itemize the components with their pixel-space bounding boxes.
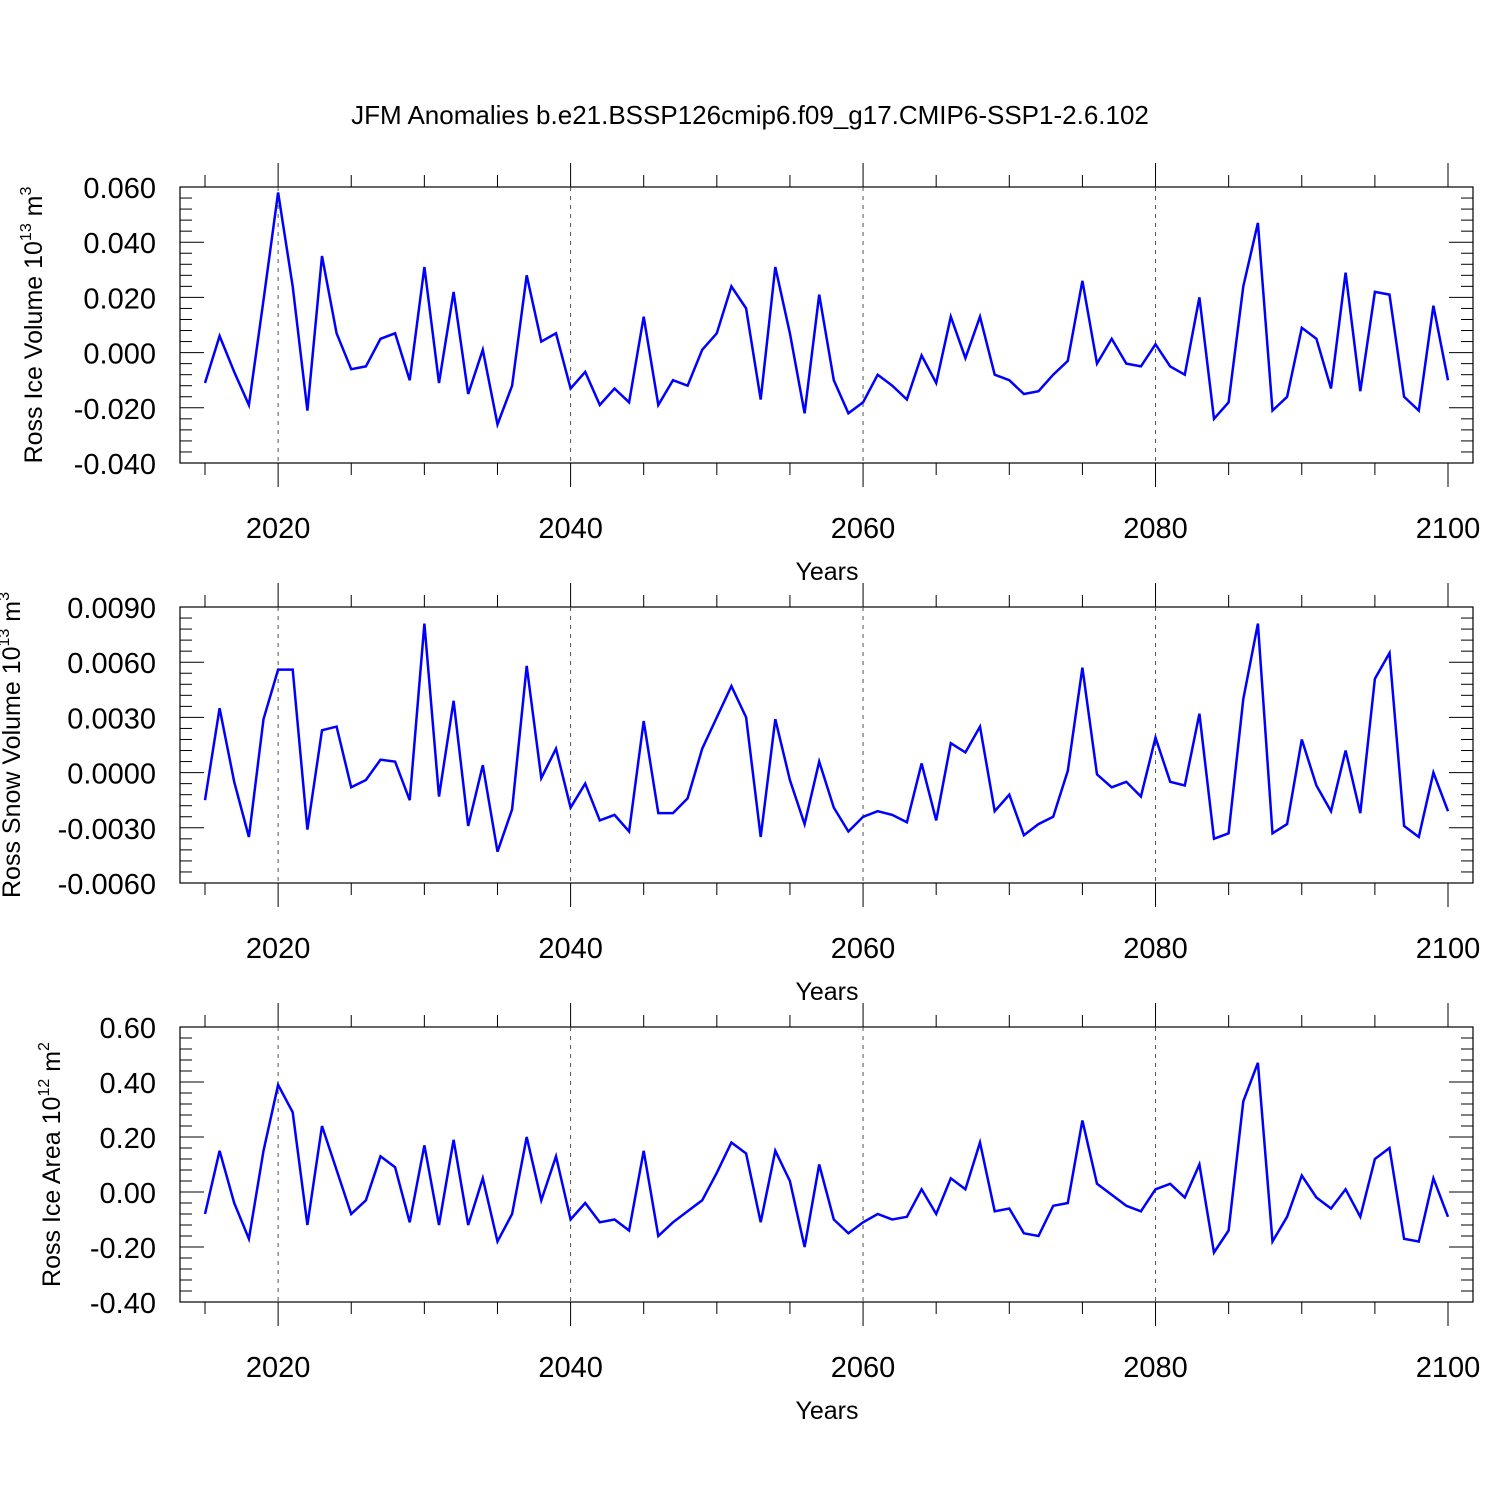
y-tick-label: -0.20 [90, 1233, 156, 1265]
x-tick-label: 2080 [1123, 933, 1188, 965]
x-tick-label: 2060 [831, 513, 896, 545]
series-line [203, 192, 1450, 429]
x-tick-label: 2080 [1123, 1352, 1188, 1384]
x-tick-label: 2080 [1123, 513, 1188, 545]
y-axis-label: Ross Ice Volume 1013 m3 [18, 186, 48, 463]
series-line [203, 623, 1450, 853]
y-tick-label: 0.060 [83, 173, 156, 205]
y-tick-label: 0.00 [100, 1178, 156, 1210]
plot-frame [179, 186, 1474, 464]
y-tick-label: 0.0030 [67, 703, 156, 735]
y-tick-label: 0.000 [83, 339, 156, 371]
x-tick-label: 2020 [246, 933, 311, 965]
y-tick-label: -0.020 [74, 394, 156, 426]
x-tick-label: 2040 [538, 933, 603, 965]
y-tick-label: 0.60 [100, 1013, 156, 1045]
x-tick-label: 2100 [1416, 1352, 1481, 1384]
y-axis-label: Ross Snow Volume 1013 m3 [0, 592, 26, 898]
chart-title: JFM Anomalies b.e21.BSSP126cmip6.f09_g17… [351, 100, 1149, 130]
y-tick-label: 0.040 [83, 228, 156, 260]
y-tick-label: -0.040 [74, 449, 156, 481]
y-tick-label: 0.0060 [67, 648, 156, 680]
x-tick-label: 2060 [831, 1352, 896, 1384]
x-tick-label: 2020 [246, 513, 311, 545]
x-tick-label: 2040 [538, 513, 603, 545]
y-tick-label: 0.0000 [67, 759, 156, 791]
x-tick-label: 2100 [1416, 933, 1481, 965]
x-tick-label: 2100 [1416, 513, 1481, 545]
x-axis-label: Years [795, 978, 858, 1006]
y-tick-label: -0.0030 [58, 814, 156, 846]
y-tick-label: 0.40 [100, 1068, 156, 1100]
plot-frame [179, 606, 1474, 884]
x-tick-label: 2040 [538, 1352, 603, 1384]
y-axis-label: Ross Ice Area 1012 m2 [36, 1042, 66, 1287]
series-line [203, 1062, 1450, 1256]
y-tick-label: -0.0060 [58, 869, 156, 901]
x-axis-label: Years [795, 558, 858, 586]
y-tick-label: 0.020 [83, 283, 156, 315]
panel-1: 2020 2040 2060 2080 2100 Years -0.040 -0.020 0.0… [18, 163, 1480, 586]
panel-2: 2020 2040 2060 2080 2100 Years -0.0060 -0.0030 0… [0, 583, 1480, 1006]
y-tick-label: 0.20 [100, 1123, 156, 1155]
x-tick-label: 2060 [831, 933, 896, 965]
y-tick-label: -0.40 [90, 1288, 156, 1320]
y-tick-label: 0.0090 [67, 593, 156, 625]
x-axis-label: Years [795, 1397, 858, 1425]
x-tick-label: 2020 [246, 1352, 311, 1384]
panel-3: 2020 2040 2060 2080 2100 Years -0.40 -0.20 0.00 0… [36, 1003, 1480, 1425]
plot-frame [179, 1026, 1474, 1303]
